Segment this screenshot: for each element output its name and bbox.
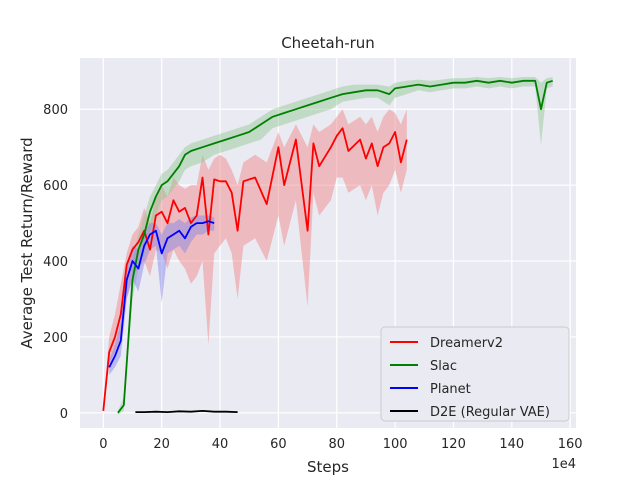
x-tick-label: 160 xyxy=(558,437,583,452)
band-dreamerv2 xyxy=(103,109,407,413)
y-tick-label: 400 xyxy=(43,255,68,270)
y-tick-label: 800 xyxy=(43,103,68,118)
x-tick-label: 20 xyxy=(153,437,170,452)
y-tick-label: 0 xyxy=(60,407,68,422)
line-slac xyxy=(117,79,553,414)
legend-label-d2e-regular-vae: D2E (Regular VAE) xyxy=(430,405,550,420)
x-tick-label: 140 xyxy=(499,437,524,452)
legend: Dreamerv2 Slac Planet D2E (Regular VAE) xyxy=(380,326,570,422)
x-axis-label: Steps xyxy=(307,458,349,476)
band-planet xyxy=(109,215,215,375)
line-d2e-regular-vae xyxy=(135,409,238,414)
y-tick-label: 200 xyxy=(43,331,68,346)
y-axis-label: Average Test Return/Reward xyxy=(18,137,36,348)
legend-label-slac: Slac xyxy=(430,359,457,374)
line-planet xyxy=(108,220,215,368)
x-tick-labels: 0 20 40 60 80 100 120 140 160 xyxy=(99,437,582,452)
x-tick-label: 0 xyxy=(99,437,107,452)
legend-label-planet: Planet xyxy=(430,382,471,397)
series-lines xyxy=(102,79,553,414)
chart-title: Cheetah-run xyxy=(281,34,375,52)
y-tick-labels: 0 200 400 600 800 xyxy=(43,103,68,422)
x-tick-label: 40 xyxy=(212,437,229,452)
x-scale-note: 1e4 xyxy=(551,457,576,472)
y-tick-label: 600 xyxy=(43,179,68,194)
x-tick-label: 80 xyxy=(328,437,345,452)
legend-label-dreamerv2: Dreamerv2 xyxy=(430,336,503,351)
legend-box xyxy=(380,326,570,422)
x-tick-label: 120 xyxy=(441,437,466,452)
x-tick-label: 100 xyxy=(383,437,408,452)
x-tick-label: 60 xyxy=(270,437,287,452)
